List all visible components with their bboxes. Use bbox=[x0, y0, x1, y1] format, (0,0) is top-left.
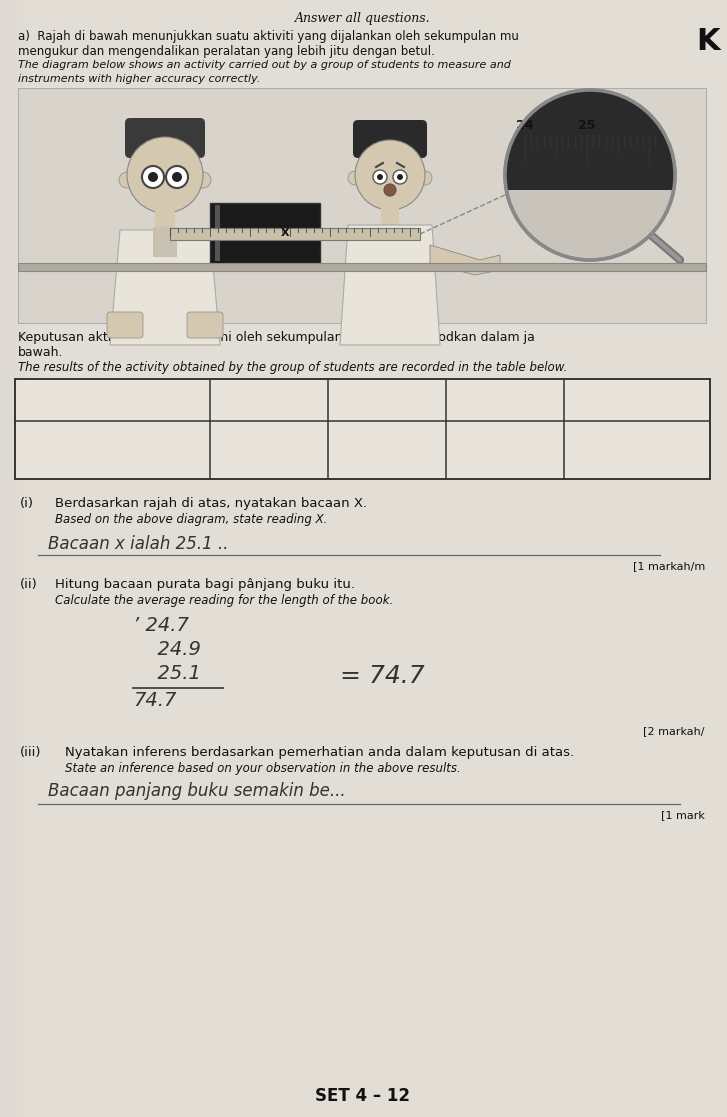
Text: 25: 25 bbox=[377, 457, 397, 471]
Circle shape bbox=[377, 174, 383, 180]
Text: Answer all questions.: Answer all questions. bbox=[295, 12, 431, 25]
Text: 24.9: 24.9 bbox=[366, 433, 398, 447]
Text: K: K bbox=[696, 28, 720, 57]
FancyBboxPatch shape bbox=[15, 379, 710, 479]
Text: 25.1: 25.1 bbox=[145, 663, 201, 682]
Circle shape bbox=[348, 171, 362, 185]
Text: Purata: Purata bbox=[600, 386, 646, 400]
Circle shape bbox=[166, 166, 188, 188]
Text: [2 markah/: [2 markah/ bbox=[643, 726, 705, 736]
Text: bawah.: bawah. bbox=[18, 346, 63, 359]
Circle shape bbox=[172, 172, 182, 182]
Text: Hitung bacaan purata bagi pânjang buku itu.: Hitung bacaan purata bagi pânjang buku i… bbox=[55, 577, 355, 591]
Text: Calculate the average reading for the length of the book.: Calculate the average reading for the le… bbox=[55, 594, 393, 607]
Text: 24.9: 24.9 bbox=[145, 640, 201, 659]
FancyBboxPatch shape bbox=[210, 203, 320, 262]
Text: a)  Rajah di bawah menunjukkan suatu aktiviti yang dijalankan oleh sekumpulan mu: a) Rajah di bawah menunjukkan suatu akti… bbox=[18, 30, 519, 42]
Text: (iii): (iii) bbox=[20, 746, 41, 758]
Text: Length of the book (cm): Length of the book (cm) bbox=[23, 455, 157, 465]
Circle shape bbox=[418, 171, 432, 185]
FancyBboxPatch shape bbox=[187, 312, 223, 338]
FancyBboxPatch shape bbox=[215, 206, 220, 261]
FancyBboxPatch shape bbox=[125, 118, 205, 157]
Text: Reading: Reading bbox=[88, 401, 137, 413]
Circle shape bbox=[148, 172, 158, 182]
Text: Average: Average bbox=[600, 402, 646, 412]
Polygon shape bbox=[110, 230, 220, 345]
Text: 25: 25 bbox=[578, 120, 595, 132]
Circle shape bbox=[505, 90, 675, 260]
Text: instruments with higher accuracy correctly.: instruments with higher accuracy correct… bbox=[18, 74, 260, 84]
Text: [1 markah/m: [1 markah/m bbox=[632, 561, 705, 571]
Text: X: X bbox=[281, 228, 289, 238]
Text: Based on the above diagram, state reading X.: Based on the above diagram, state readin… bbox=[55, 513, 327, 526]
Polygon shape bbox=[505, 90, 675, 190]
Text: Bacaan: Bacaan bbox=[87, 386, 138, 400]
FancyBboxPatch shape bbox=[18, 88, 706, 323]
FancyBboxPatch shape bbox=[153, 227, 177, 257]
Text: Nyatakan inferens berdasarkan pemerhatian anda dalam keputusan di atas.: Nyatakan inferens berdasarkan pemerhatia… bbox=[65, 746, 574, 758]
Text: mengukur dan mengendalikan peralatan yang lebih jitu dengan betul.: mengukur dan mengendalikan peralatan yan… bbox=[18, 45, 435, 58]
FancyBboxPatch shape bbox=[107, 312, 143, 338]
FancyBboxPatch shape bbox=[155, 210, 175, 230]
Text: The results of the activity obtained by the group of students are recorded in th: The results of the activity obtained by … bbox=[18, 361, 567, 374]
Text: (i): (i) bbox=[20, 497, 34, 510]
Text: Bacaan panjang buku semakin be...: Bacaan panjang buku semakin be... bbox=[48, 782, 345, 800]
Text: Keputusan aktiviti yang diperolehi oleh sekumpulan murid itu direkodkan dalam ja: Keputusan aktiviti yang diperolehi oleh … bbox=[18, 331, 535, 344]
Text: 24: 24 bbox=[516, 120, 534, 132]
Text: ’ 24.7: ’ 24.7 bbox=[133, 615, 189, 634]
FancyBboxPatch shape bbox=[510, 135, 670, 190]
Text: 2: 2 bbox=[382, 393, 391, 407]
Text: X: X bbox=[499, 432, 510, 448]
FancyBboxPatch shape bbox=[18, 262, 706, 271]
Circle shape bbox=[355, 140, 425, 210]
Circle shape bbox=[142, 166, 164, 188]
Text: 74.7: 74.7 bbox=[133, 691, 177, 710]
Circle shape bbox=[127, 137, 203, 213]
Circle shape bbox=[384, 184, 396, 195]
Circle shape bbox=[397, 174, 403, 180]
Text: = 74.7: = 74.7 bbox=[340, 663, 425, 688]
Text: 3: 3 bbox=[501, 393, 510, 407]
FancyBboxPatch shape bbox=[353, 120, 427, 157]
Text: (ii): (ii) bbox=[20, 577, 38, 591]
FancyBboxPatch shape bbox=[170, 228, 420, 240]
Text: SET 4 – 12: SET 4 – 12 bbox=[316, 1087, 411, 1105]
Polygon shape bbox=[430, 245, 500, 275]
Text: The diagram below shows an activity carried out by a group of students to measur: The diagram below shows an activity carr… bbox=[18, 60, 511, 70]
Polygon shape bbox=[340, 225, 440, 345]
FancyBboxPatch shape bbox=[381, 207, 399, 225]
Text: 1: 1 bbox=[265, 393, 273, 407]
Text: Berdasarkan rajah di atas, nyatakan bacaan X.: Berdasarkan rajah di atas, nyatakan baca… bbox=[55, 497, 367, 510]
Text: [1 mark: [1 mark bbox=[661, 810, 705, 820]
Circle shape bbox=[119, 172, 135, 188]
Text: ': ' bbox=[344, 428, 348, 442]
Text: 24.7: 24.7 bbox=[254, 443, 284, 457]
Circle shape bbox=[195, 172, 211, 188]
Circle shape bbox=[373, 170, 387, 184]
Circle shape bbox=[393, 170, 407, 184]
Text: 25.2: 25.2 bbox=[488, 455, 522, 469]
Text: Panjang buku (cm): Panjang buku (cm) bbox=[23, 433, 156, 447]
Text: State an inference based on your observation in the above results.: State an inference based on your observa… bbox=[65, 762, 461, 775]
Text: Bacaan x ialah 25.1 ..: Bacaan x ialah 25.1 .. bbox=[48, 535, 228, 553]
